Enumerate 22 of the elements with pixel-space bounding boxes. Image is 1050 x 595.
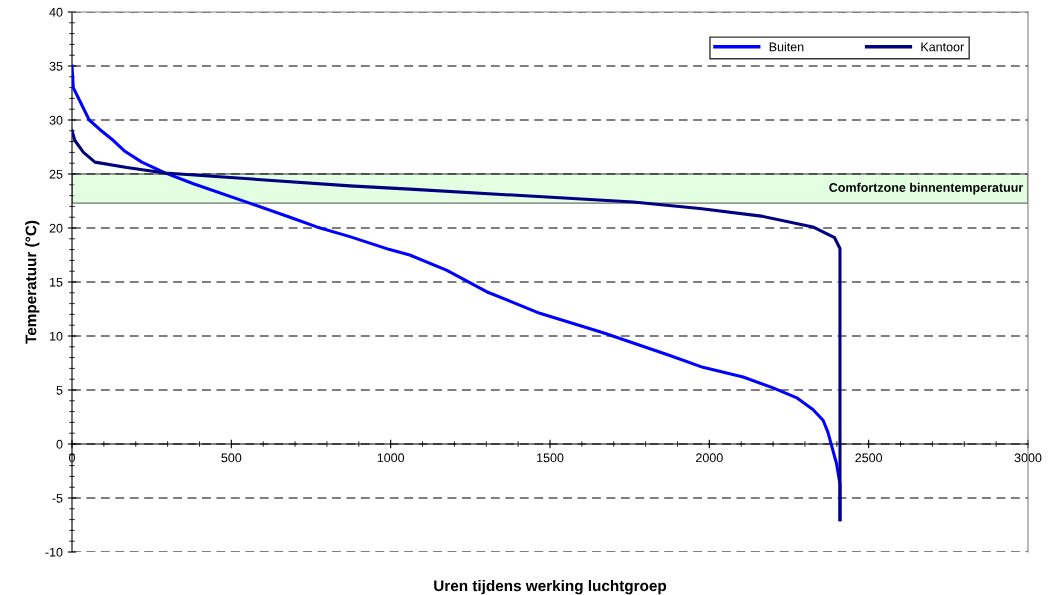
y-tick-label: 30 [49,115,63,125]
y-tick-label: 10 [50,331,63,341]
x-tick-label: 3000 [1014,453,1042,463]
x-tick-label: 1500 [537,453,564,463]
y-tick-label: -10 [45,547,63,557]
y-tick-label: 0 [56,439,63,449]
x-axis-title: Uren tijdens werking luchtgroep [434,579,667,595]
y-tick-label: 15 [50,277,63,287]
x-tick-label: 1000 [377,453,405,463]
y-tick-label: 20 [49,223,63,233]
x-tick-label: 2000 [696,453,723,463]
y-tick-label: 25 [49,169,63,179]
y-tick-label: 40 [49,7,63,17]
y-tick-label: -5 [52,493,63,503]
legend-label: Buiten [769,42,804,52]
y-axis-title: Temperatuur (°C) [25,220,40,344]
y-tick-label: 35 [49,61,63,71]
x-tick-label: 500 [221,453,242,463]
y-tick-label: 5 [56,385,63,395]
band-label: Comfortzone binnentemperatuur [829,182,1024,195]
legend-label: Kantoor [921,42,964,52]
x-tick-label: 2500 [855,453,883,463]
